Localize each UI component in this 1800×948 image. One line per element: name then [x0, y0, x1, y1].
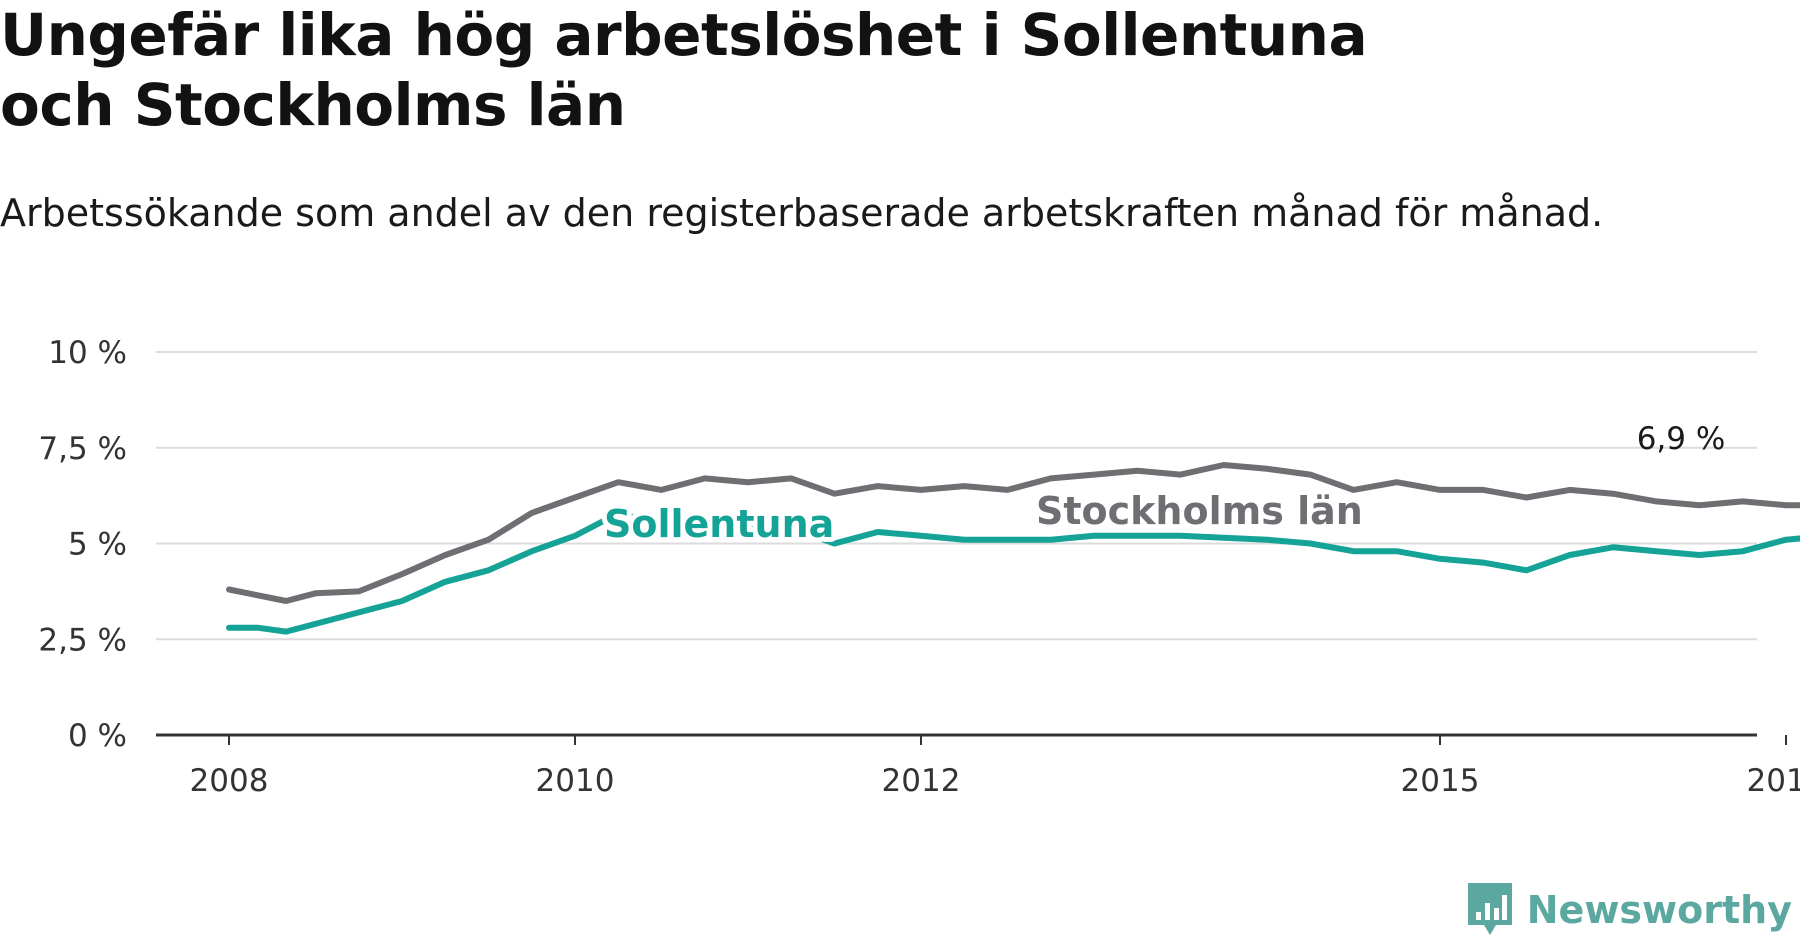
series-line-stockholms-l-n: [226, 462, 1800, 604]
x-tick-label: 2012: [882, 763, 961, 799]
x-axis-tick-labels: 20082010201220152017202020222024: [190, 735, 1800, 799]
series-lines: [226, 462, 1800, 635]
y-tick-label: 5 %: [68, 527, 127, 563]
series-label-stockholm: Stockholms län: [1036, 489, 1363, 533]
series-line-sollentuna: [226, 513, 1800, 635]
series-labels: Sollentuna Stockholms län 6,9 %: [599, 421, 1726, 551]
y-axis-tick-labels: 0 % 2,5 % 5 % 7,5 % 10 %: [38, 335, 127, 754]
brand-name: Newsworthy: [1526, 888, 1792, 932]
brand: Newsworthy: [1465, 880, 1792, 940]
newsworthy-logo-icon: [1467, 883, 1512, 935]
y-tick-label: 0 %: [68, 718, 127, 754]
end-value-label: 6,9 %: [1637, 421, 1726, 457]
y-tick-label: 10 %: [48, 335, 127, 371]
y-tick-label: 2,5 %: [38, 622, 127, 658]
gridlines: [156, 351, 1757, 641]
x-tick-label: 2017: [1747, 763, 1800, 799]
chart-title: Ungefär lika hög arbetslöshet i Sollentu…: [0, 1, 1368, 139]
series-label-sollentuna: Sollentuna: [604, 502, 834, 546]
x-tick-label: 2015: [1401, 763, 1480, 799]
x-tick-label: 2010: [536, 763, 615, 799]
chart-subtitle: Arbetssökande som andel av den registerb…: [0, 191, 1604, 235]
y-tick-label: 7,5 %: [38, 431, 127, 467]
x-tick-label: 2008: [190, 763, 269, 799]
